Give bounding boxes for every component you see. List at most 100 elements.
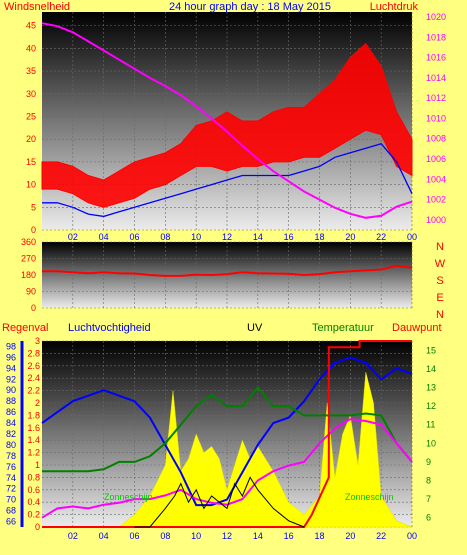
wind-x-tick-label: 02 xyxy=(68,232,78,242)
climate-x-tick-label: 16 xyxy=(284,531,294,541)
wind-gust-band xyxy=(41,43,413,208)
wind-gust-series xyxy=(41,43,413,208)
pressure-y-tick-label: 1012 xyxy=(426,93,446,103)
climate-series-dewpoint xyxy=(41,418,413,519)
wind-x-tick-label: 12 xyxy=(222,232,232,242)
pressure-y-tick-label: 1004 xyxy=(426,174,446,184)
chart-title: 24 hour graph day : 18 May 2015 xyxy=(169,1,331,13)
rain-y-tick-label: 2.2 xyxy=(27,386,40,396)
rain-y-tick-label: 1.6 xyxy=(27,423,40,433)
climate-series-humidity xyxy=(41,356,413,507)
wind-x-tick-label: 00 xyxy=(407,232,417,242)
climate-x-tick-label: 06 xyxy=(129,531,139,541)
humidity-y-tick-label: 84 xyxy=(6,418,16,428)
direction-y-tick-label: 360 xyxy=(21,237,36,247)
temperature-y-tick-label: 15 xyxy=(426,345,436,355)
humidity-y-tick-label: 66 xyxy=(6,517,16,527)
direction-series xyxy=(42,264,413,277)
sunshine-label-right: Zonneschijn xyxy=(345,492,394,502)
humidity-y-tick-label: 92 xyxy=(6,374,16,384)
rain-y-tick-label: 1 xyxy=(35,460,40,470)
climate-x-tick-label: 08 xyxy=(160,531,170,541)
rain-y-tick-label: 1.2 xyxy=(27,448,40,458)
pressure-y-tick-label: 1000 xyxy=(426,215,446,225)
climate-series-temperature xyxy=(42,385,413,473)
humidity-y-tick-label: 98 xyxy=(6,341,16,351)
sunshine-label-left: Zonneschijn xyxy=(104,492,153,502)
climate-x-tick-label: 14 xyxy=(253,531,263,541)
climate-x-tick-label: 04 xyxy=(99,531,109,541)
rain-y-tick-label: 0 xyxy=(35,522,40,532)
rain-y-tick-label: 0.2 xyxy=(27,510,40,520)
temperature-y-tick-label: 9 xyxy=(426,457,431,467)
rain-y-tick-label: 2.8 xyxy=(27,348,40,358)
rain-y-tick-label: 1.4 xyxy=(27,435,40,445)
climate-panel-axes: 02 04 06 08 10 12 14 16 18 20 22 0000.20.40.60.811.… xyxy=(6,336,436,541)
compass-label: W xyxy=(435,258,446,270)
pressure-y-tick-label: 1002 xyxy=(426,195,446,205)
wind-x-tick-label: 08 xyxy=(160,232,170,242)
humidity-y-tick-label: 68 xyxy=(6,506,16,516)
wind-y-tick-label: 5 xyxy=(31,202,36,212)
wind-y-tick-label: 10 xyxy=(26,180,36,190)
climate-x-tick-label: 12 xyxy=(222,531,232,541)
wind-y-tick-label: 20 xyxy=(26,134,36,144)
pressure-y-tick-label: 1006 xyxy=(426,154,446,164)
humidity-y-tick-label: 88 xyxy=(6,396,16,406)
pressure-axis-label: Luchtdruk xyxy=(370,1,419,13)
wind-series-average xyxy=(42,142,413,218)
climate-x-tick-label: 10 xyxy=(191,531,201,541)
temperature-y-tick-label: 12 xyxy=(426,401,436,411)
pressure-y-tick-label: 1016 xyxy=(426,53,446,63)
humidity-label: Luchtvochtigheid xyxy=(68,322,151,334)
temperature-y-tick-label: 13 xyxy=(426,383,436,393)
climate-x-tick-label: 02 xyxy=(68,531,78,541)
humidity-y-tick-label: 80 xyxy=(6,440,16,450)
temperature-y-tick-label: 7 xyxy=(426,494,431,504)
rain-y-tick-label: 2.6 xyxy=(27,361,40,371)
wind-panel-lines xyxy=(41,22,413,219)
humidity-y-tick-label: 90 xyxy=(6,385,16,395)
wind-x-tick-label: 22 xyxy=(376,232,386,242)
climate-x-tick-label: 22 xyxy=(376,531,386,541)
wind-panel-axes: 02 04 06 08 10 12 14 16 18 20 22 000510152025303540… xyxy=(26,12,446,242)
temperature-y-tick-label: 6 xyxy=(426,513,431,523)
rain-y-tick-label: 0.6 xyxy=(27,485,40,495)
rain-y-tick-label: 0.4 xyxy=(27,497,40,507)
uv-label: UV xyxy=(247,322,263,334)
wind-y-tick-label: 30 xyxy=(26,89,36,99)
compass-label: S xyxy=(436,275,443,287)
wind-x-tick-label: 10 xyxy=(191,232,201,242)
humidity-y-tick-label: 78 xyxy=(6,451,16,461)
wind-y-tick-label: 15 xyxy=(26,157,36,167)
rain-y-tick-label: 0.8 xyxy=(27,472,40,482)
wind-y-tick-label: 25 xyxy=(26,111,36,121)
compass-label: E xyxy=(436,292,443,304)
temperature-y-tick-label: 11 xyxy=(426,420,435,430)
rain-y-tick-label: 2 xyxy=(35,398,40,408)
pressure-y-tick-label: 1010 xyxy=(426,113,446,123)
wind-y-tick-label: 0 xyxy=(31,225,36,235)
humidity-y-tick-label: 96 xyxy=(6,352,16,362)
rain-y-tick-label: 2.4 xyxy=(27,373,40,383)
wind-x-tick-label: 04 xyxy=(99,232,109,242)
wind-series-pressure xyxy=(41,22,413,219)
compass-label: N xyxy=(436,309,444,321)
wind-x-tick-label: 16 xyxy=(284,232,294,242)
rain-y-tick-label: 3 xyxy=(35,336,40,346)
direction-y-tick-label: 90 xyxy=(26,287,36,297)
temperature-label: Temperatuur xyxy=(312,322,374,334)
climate-x-tick-label: 20 xyxy=(345,531,355,541)
climate-series-rain_total xyxy=(42,340,412,528)
humidity-y-tick-label: 82 xyxy=(6,429,16,439)
pressure-y-tick-label: 1008 xyxy=(426,134,446,144)
humidity-y-tick-label: 86 xyxy=(6,407,16,417)
direction-y-tick-label: 180 xyxy=(21,270,36,280)
pressure-y-tick-label: 1018 xyxy=(426,32,446,42)
wind-x-tick-label: 18 xyxy=(314,232,324,242)
climate-x-tick-label: 00 xyxy=(407,531,417,541)
wind-y-tick-label: 35 xyxy=(26,66,36,76)
wind-x-tick-label: 20 xyxy=(345,232,355,242)
